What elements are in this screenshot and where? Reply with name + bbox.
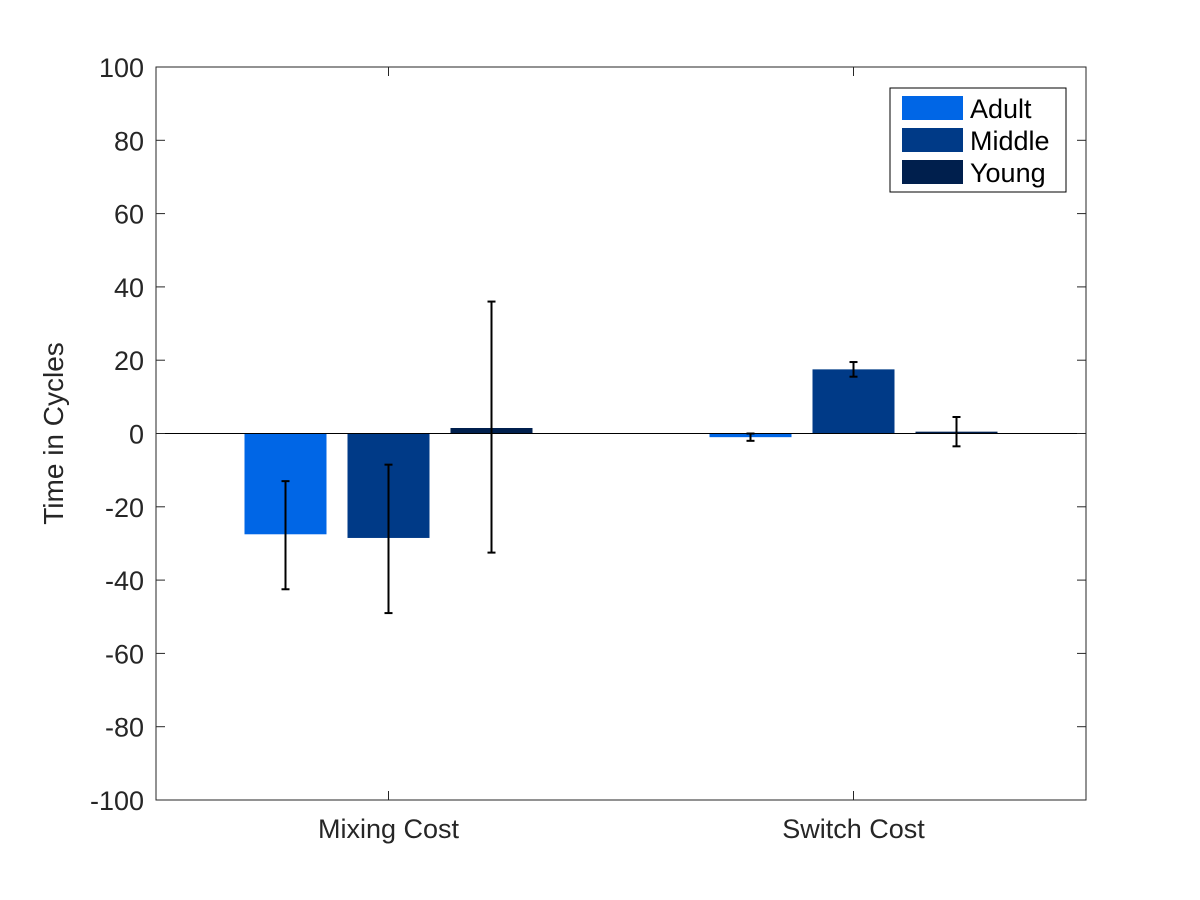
legend-label: Young: [970, 158, 1046, 188]
y-tick-label: -40: [105, 566, 144, 596]
y-tick-label: 40: [114, 273, 144, 303]
axis-ticks: [156, 66, 1086, 801]
y-tick-labels: -100 -80 -60 -40 -20 0 20 40 60 80 100: [90, 53, 144, 816]
x-tick-label: Mixing Cost: [318, 814, 460, 844]
bar: [812, 369, 895, 434]
legend-label: Middle: [970, 126, 1050, 156]
y-tick-label: -80: [105, 713, 144, 743]
y-axis-label: Time in Cycles: [38, 342, 69, 525]
y-tick-label: -100: [90, 786, 144, 816]
legend-swatch: [902, 96, 963, 120]
y-tick-label: 80: [114, 126, 144, 156]
legend-swatch: [902, 128, 963, 152]
x-tick-label: Switch Cost: [782, 814, 925, 844]
x-tick-labels: Mixing Cost Switch Cost: [318, 814, 925, 844]
y-tick-label: 20: [114, 346, 144, 376]
y-tick-label: 100: [99, 53, 144, 83]
y-tick-label: 0: [129, 420, 144, 450]
y-tick-label: -20: [105, 493, 144, 523]
legend-swatch: [902, 160, 963, 184]
y-tick-label: 60: [114, 200, 144, 230]
bars-layer: [244, 369, 998, 538]
legend-label: Adult: [970, 94, 1032, 124]
y-tick-label: -60: [105, 639, 144, 669]
